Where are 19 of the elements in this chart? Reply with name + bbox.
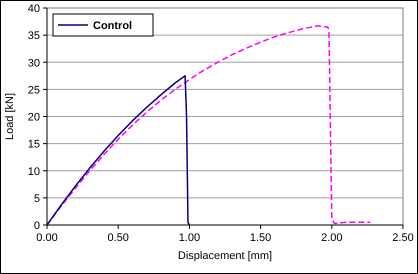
y-tick-label: 10 [28, 166, 40, 178]
y-tick-label: 15 [28, 138, 40, 151]
y-tick-label: 20 [28, 112, 40, 124]
y-tick-label: 35 [28, 30, 40, 42]
y-tick-label: 40 [28, 3, 40, 15]
y-axis-title: Load [kN] [4, 92, 16, 140]
x-tick-label: 0.00 [36, 232, 58, 244]
x-tick-label: 2.50 [392, 232, 414, 244]
x-tick-label: 1.50 [250, 232, 272, 244]
y-tick-label: 0 [34, 220, 40, 232]
line-series [46, 75, 190, 226]
x-axis-title: Displacement [mm] [178, 250, 272, 262]
legend-label: Control [93, 20, 132, 32]
x-tick-label: 1.00 [178, 232, 200, 244]
x-tick-label: 2.00 [321, 232, 343, 244]
y-tick-label: 5 [34, 192, 40, 205]
y-tick-label: 30 [28, 57, 40, 70]
x-tick-label: 0.50 [107, 232, 129, 244]
y-tick-label: 25 [28, 84, 40, 96]
